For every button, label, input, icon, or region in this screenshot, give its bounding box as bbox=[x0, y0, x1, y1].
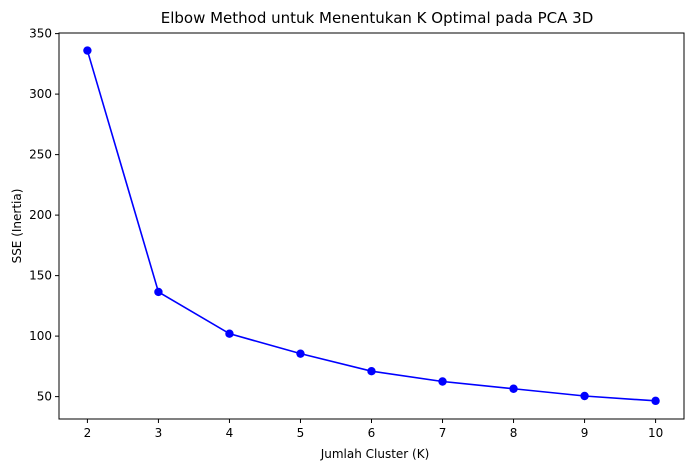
x-tick-label: 6 bbox=[368, 426, 376, 440]
x-tick-label: 2 bbox=[84, 426, 92, 440]
plot-area bbox=[58, 32, 685, 420]
data-point bbox=[580, 391, 589, 401]
y-tick-label: 50 bbox=[37, 390, 52, 404]
y-tick-label: 350 bbox=[29, 27, 52, 41]
chart-title: Elbow Method untuk Menentukan K Optimal … bbox=[161, 9, 594, 27]
x-tick-label: 10 bbox=[648, 426, 663, 440]
y-tick-label: 200 bbox=[29, 208, 52, 222]
data-point bbox=[509, 384, 518, 393]
series-group bbox=[83, 46, 660, 406]
x-tick-label: 5 bbox=[297, 426, 305, 440]
data-point bbox=[651, 396, 660, 406]
x-axis-label: Jumlah Cluster (K) bbox=[320, 447, 430, 461]
data-point bbox=[296, 349, 305, 358]
x-tick-label: 9 bbox=[581, 426, 589, 440]
data-point bbox=[438, 377, 447, 386]
data-point bbox=[367, 367, 376, 376]
x-tick-label: 8 bbox=[510, 426, 518, 440]
x-tick-label: 4 bbox=[226, 426, 234, 440]
y-tick-label: 300 bbox=[29, 87, 52, 101]
x-axis-ticks: 2 3 4 5 6 7 8 9 10 bbox=[84, 419, 663, 440]
y-axis-label: SSE (Inertia) bbox=[10, 189, 24, 264]
y-tick-label: 100 bbox=[29, 329, 52, 343]
data-point bbox=[225, 329, 234, 338]
x-tick-label: 3 bbox=[155, 426, 163, 440]
y-axis-ticks: 50 100 150 200 250 300 350 bbox=[29, 27, 59, 404]
y-tick-label: 150 bbox=[29, 269, 52, 283]
x-tick-label: 7 bbox=[439, 426, 447, 440]
y-tick-label: 250 bbox=[29, 148, 52, 162]
data-point bbox=[154, 287, 163, 297]
data-point bbox=[83, 46, 92, 55]
